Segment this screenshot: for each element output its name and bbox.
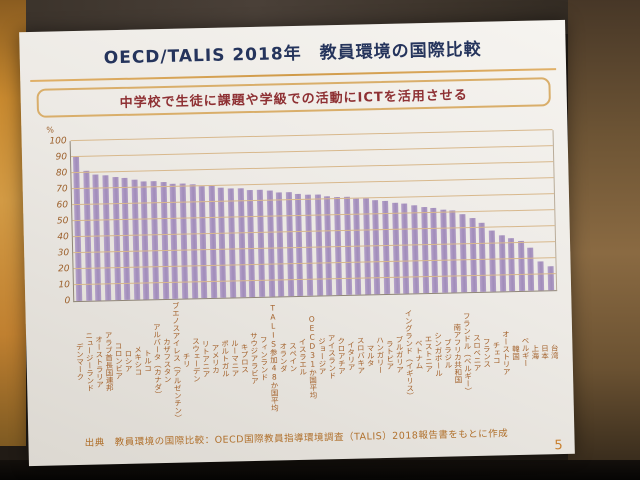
bar xyxy=(498,235,506,292)
bar xyxy=(411,205,420,294)
category-labels-row: デンマーク ニュージーランド オーストラリア アラブ首長国連邦 コロンビア ロシア メキシコ… xyxy=(73,291,560,420)
bar xyxy=(449,210,458,293)
bar xyxy=(478,222,487,292)
bar xyxy=(275,192,285,297)
bar xyxy=(401,203,410,294)
bar xyxy=(314,194,323,296)
presentation-slide: OECD/TALIS 2018年 教員環境の国際比較 中学校で生徒に課題や学級で… xyxy=(19,19,575,467)
bar xyxy=(102,175,112,301)
chart-subtitle: 中学校で生徒に課題や学級での活動にICTを活用させる xyxy=(119,88,468,111)
bar xyxy=(517,241,525,291)
bar xyxy=(547,266,554,291)
y-axis-tick: 90 xyxy=(55,152,68,163)
y-axis-tick: 30 xyxy=(57,248,70,259)
y-axis-tick: 40 xyxy=(57,232,69,243)
category-label: 台湾 xyxy=(550,343,560,359)
bar xyxy=(537,261,545,291)
bar xyxy=(266,190,275,297)
y-axis-tick: 70 xyxy=(56,184,68,195)
y-axis-tick: 60 xyxy=(56,200,69,211)
y-axis-tick: 10 xyxy=(58,280,71,291)
bar xyxy=(304,194,314,296)
bar xyxy=(121,178,131,300)
bar-chart: % 0 10 20 30 40 50 60 70 80 90 100 デンマーク ニュージーランド オー… xyxy=(46,125,560,420)
source-note: 出典 教員環境の国際比較：OECD国際教員指導環境調査（TALIS）2018報告… xyxy=(84,428,509,449)
bar xyxy=(430,208,439,293)
bar xyxy=(72,156,83,302)
bar xyxy=(391,202,400,294)
bar xyxy=(527,247,535,291)
bar xyxy=(469,218,477,293)
photo-background-right xyxy=(568,0,640,460)
bar xyxy=(92,174,102,301)
bar xyxy=(459,213,468,293)
photo-background-bottom xyxy=(0,460,640,480)
y-axis-tick: 20 xyxy=(57,264,70,275)
bar xyxy=(440,209,448,293)
bar xyxy=(508,238,516,292)
bar xyxy=(420,206,429,294)
y-axis-tick: 0 xyxy=(64,296,71,307)
bar xyxy=(382,201,391,295)
y-axis-tick: 50 xyxy=(56,216,69,227)
chart-subtitle-box: 中学校で生徒に課題や学級での活動にICTを活用させる xyxy=(36,77,551,118)
y-axis-tick: 100 xyxy=(49,136,67,147)
y-axis-tick: 80 xyxy=(55,168,68,179)
page-number: 5 xyxy=(554,438,563,454)
plot-area: % 0 10 20 30 40 50 60 70 80 90 100 xyxy=(46,125,558,306)
bar xyxy=(111,176,121,301)
bar xyxy=(295,193,304,297)
bar xyxy=(488,230,497,292)
bar xyxy=(285,192,294,297)
y-axis-unit-label: % xyxy=(46,125,55,135)
